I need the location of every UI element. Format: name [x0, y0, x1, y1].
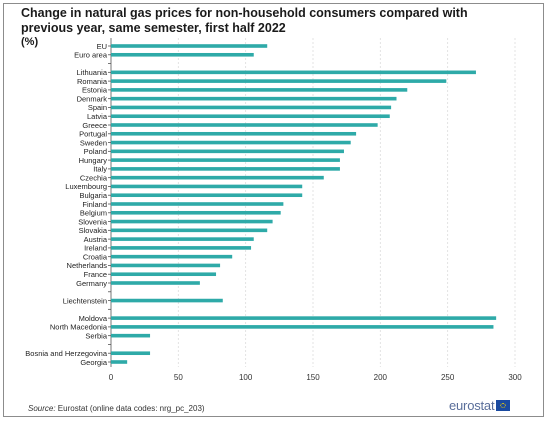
bar	[111, 114, 390, 119]
bar	[111, 167, 340, 171]
category-label: Italy	[93, 165, 107, 174]
bar	[111, 105, 392, 110]
category-label: Finland	[82, 200, 107, 209]
bar	[111, 228, 268, 233]
bar	[111, 149, 344, 154]
category-label: Croatia	[83, 252, 108, 261]
category-label: Sweden	[80, 138, 107, 147]
x-tick-label: 200	[374, 373, 388, 382]
category-label: France	[84, 270, 107, 279]
category-label: Slovakia	[79, 226, 108, 235]
category-label: Latvia	[87, 112, 108, 121]
category-label: Bosnia and Herzegovina	[25, 349, 108, 358]
source-label: Source:	[28, 404, 56, 413]
bar	[111, 52, 254, 57]
bar	[111, 254, 233, 259]
category-label: Portugal	[79, 130, 107, 139]
chart-title: Change in natural gas prices for non-hou…	[21, 6, 468, 35]
bar	[111, 158, 340, 162]
category-label: Hungary	[79, 156, 108, 165]
bar	[111, 175, 324, 180]
bar	[111, 123, 378, 127]
category-label: Romania	[77, 77, 108, 86]
category-label: Bulgaria	[79, 191, 107, 200]
bar	[111, 79, 447, 83]
bar	[111, 281, 200, 285]
x-tick-label: 100	[239, 373, 253, 382]
category-label: Serbia	[85, 331, 108, 340]
category-label: Germany	[76, 279, 107, 288]
bar	[111, 131, 357, 136]
bar	[111, 140, 351, 145]
category-label: Belgium	[80, 209, 107, 218]
category-label: North Macedonia	[50, 323, 108, 332]
bar	[111, 325, 494, 329]
x-tick-label: 0	[109, 373, 114, 382]
bar	[111, 272, 217, 277]
category-label: Georgia	[80, 358, 108, 367]
category-label: Denmark	[77, 94, 108, 103]
logo-text: eurostat	[449, 398, 495, 413]
source-note: Source: Eurostat (online data codes: nrg…	[28, 404, 205, 413]
bar	[111, 44, 268, 48]
category-label: Greece	[82, 121, 107, 130]
bar	[111, 351, 151, 356]
category-label: Slovenia	[78, 217, 108, 226]
bar	[111, 263, 221, 268]
category-label: Moldova	[79, 314, 108, 323]
bar	[111, 246, 252, 250]
category-label: Liechtenstein	[63, 296, 107, 305]
bar	[111, 184, 303, 189]
bar	[111, 193, 303, 198]
bar	[111, 237, 254, 241]
category-label: Lithuania	[77, 68, 108, 77]
bar	[111, 96, 397, 101]
category-label: Netherlands	[67, 261, 108, 270]
bar	[111, 202, 284, 206]
bar	[111, 298, 223, 303]
category-label: Ireland	[84, 244, 107, 253]
bar	[111, 316, 497, 320]
category-label: Czechia	[80, 173, 108, 182]
bar	[111, 88, 408, 92]
x-tick-label: 50	[174, 373, 183, 382]
bar	[111, 219, 273, 224]
bar	[111, 333, 151, 338]
category-label: Estonia	[82, 86, 108, 95]
x-tick-label: 250	[441, 373, 455, 382]
x-tick-label: 300	[508, 373, 522, 382]
x-tick-label: 150	[306, 373, 320, 382]
eurostat-logo: eurostat	[449, 398, 511, 413]
bar	[111, 70, 476, 75]
bar	[111, 210, 281, 215]
category-label: Austria	[84, 235, 108, 244]
category-label: EU	[97, 42, 107, 51]
category-label: Euro area	[74, 51, 108, 60]
category-label: Spain	[88, 103, 107, 112]
unit-label: (%)	[21, 36, 39, 48]
category-label: Luxembourg	[65, 182, 107, 191]
bar	[111, 360, 128, 364]
eu-flag-icon	[496, 400, 511, 411]
category-label: Poland	[84, 147, 107, 156]
source-text: Eurostat (online data codes: nrg_pc_203)	[55, 404, 205, 413]
